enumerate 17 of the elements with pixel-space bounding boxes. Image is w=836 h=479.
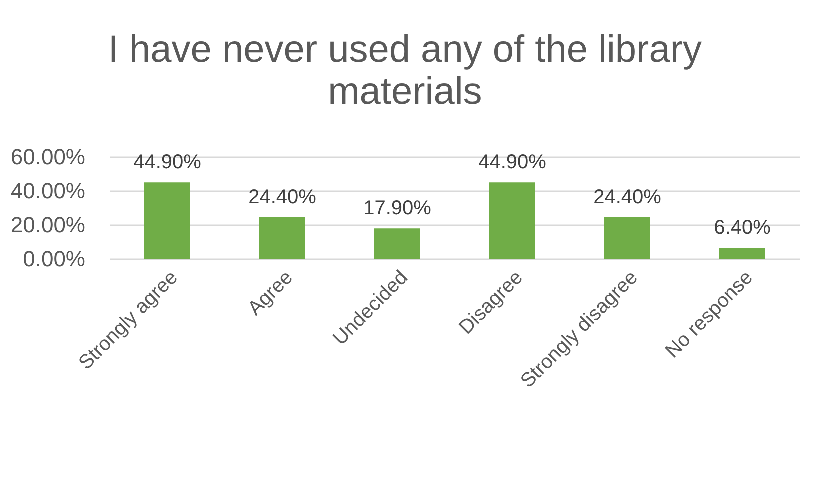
bar xyxy=(144,182,190,259)
data-label: 44.90% xyxy=(478,152,547,174)
data-label: 17.90% xyxy=(364,198,432,220)
y-tick-label: 20.00% xyxy=(10,212,86,238)
y-tick-label: 60.00% xyxy=(10,144,86,170)
bar xyxy=(604,218,650,259)
data-label: 24.40% xyxy=(248,186,317,209)
bar xyxy=(720,248,766,259)
bar xyxy=(260,218,306,259)
y-tick-label: 40.00% xyxy=(10,178,86,204)
data-label: 24.40% xyxy=(594,186,662,209)
chart-title: I have never used any of the library materials xyxy=(108,29,702,113)
y-tick-label: 0.00% xyxy=(23,246,86,272)
bar xyxy=(490,182,536,259)
data-label: 44.90% xyxy=(134,152,202,174)
data-label: 6.40% xyxy=(714,217,772,240)
bar xyxy=(374,228,420,259)
